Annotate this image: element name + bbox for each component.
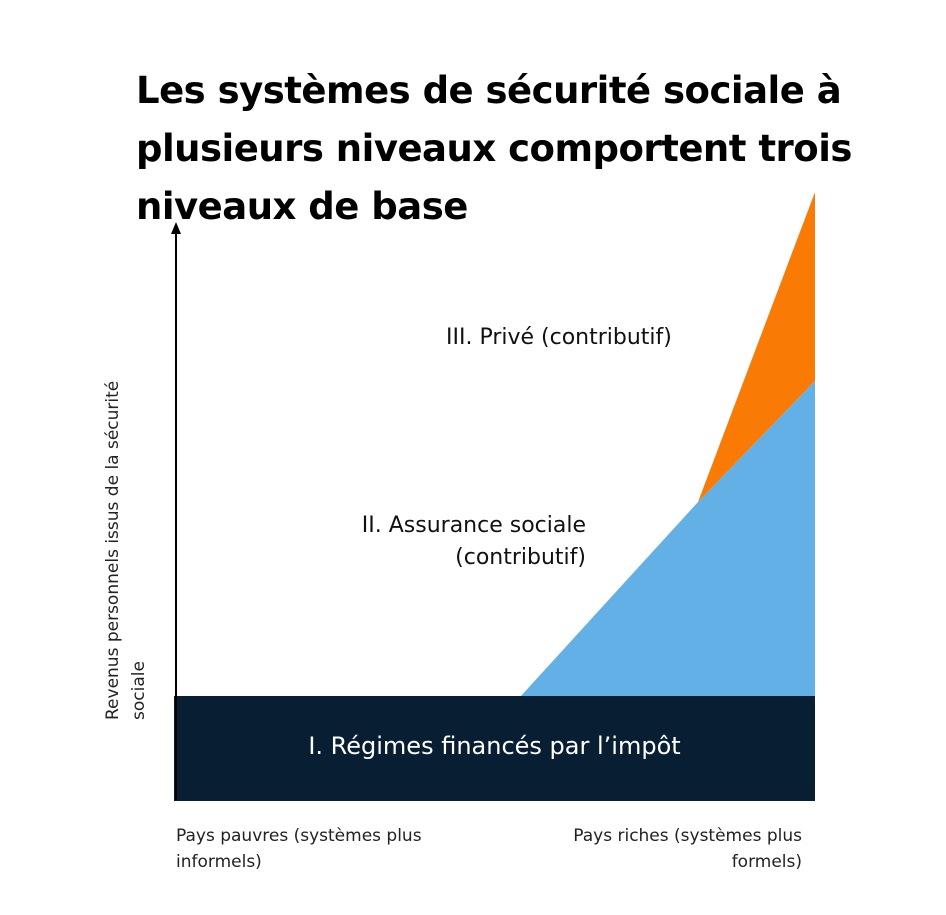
y-axis-label: Revenus personnels issus de la sécurité … xyxy=(103,380,149,720)
tier-2-label: II. Assurance sociale (contributif) xyxy=(361,513,586,570)
tier-3-private-area xyxy=(698,192,815,502)
tier-1-tax-financed-band xyxy=(174,696,815,801)
diagram-title: Les systèmes de sécurité sociale à plusi… xyxy=(136,69,852,228)
y-axis-arrowhead xyxy=(171,222,181,234)
tier-3-label: III. Privé (contributif) xyxy=(446,325,672,350)
x-axis-left-label: Pays pauvres (systèmes plus informels) xyxy=(176,826,422,872)
tier-1-label: I. Régimes financés par l’impôt xyxy=(308,732,681,760)
tier-2-social-insurance-area xyxy=(520,381,815,697)
x-axis-right-label: Pays riches (systèmes plus formels) xyxy=(573,826,802,872)
